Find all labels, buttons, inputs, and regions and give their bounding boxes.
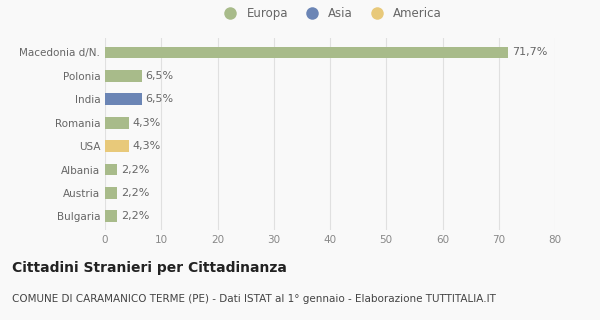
- Text: 4,3%: 4,3%: [133, 118, 161, 128]
- Bar: [105, 140, 129, 152]
- Bar: [105, 70, 142, 82]
- Bar: [105, 93, 142, 105]
- Bar: [105, 187, 118, 199]
- Text: 6,5%: 6,5%: [145, 71, 173, 81]
- Text: 6,5%: 6,5%: [145, 94, 173, 104]
- Bar: [105, 211, 118, 222]
- Text: 2,2%: 2,2%: [121, 188, 149, 198]
- Text: COMUNE DI CARAMANICO TERME (PE) - Dati ISTAT al 1° gennaio - Elaborazione TUTTIT: COMUNE DI CARAMANICO TERME (PE) - Dati I…: [12, 294, 496, 304]
- Legend: Europa, Asia, America: Europa, Asia, America: [214, 2, 446, 25]
- Text: Cittadini Stranieri per Cittadinanza: Cittadini Stranieri per Cittadinanza: [12, 261, 287, 275]
- Text: 4,3%: 4,3%: [133, 141, 161, 151]
- Bar: [105, 117, 129, 129]
- Text: 2,2%: 2,2%: [121, 164, 149, 174]
- Bar: [105, 164, 118, 175]
- Bar: [105, 47, 508, 58]
- Text: 2,2%: 2,2%: [121, 211, 149, 221]
- Text: 71,7%: 71,7%: [512, 47, 547, 58]
